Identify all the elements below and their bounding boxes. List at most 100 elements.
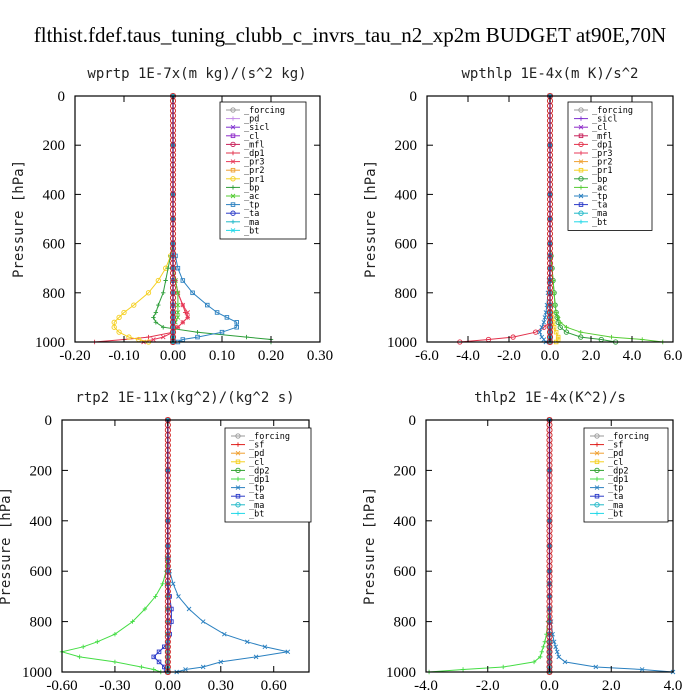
plot-frame (61, 419, 310, 673)
legend-label: _bp (592, 175, 607, 185)
legend-entry: _tp (226, 201, 259, 211)
data-point (139, 664, 144, 670)
data-point (163, 278, 168, 283)
series-line (113, 96, 174, 343)
legend-label: _dp2 (608, 466, 628, 476)
data-point (195, 329, 200, 335)
data-point (553, 644, 558, 650)
legend-entry: _ta (590, 492, 623, 502)
data-point (224, 315, 230, 320)
data-point (554, 649, 560, 655)
legend-entry: _pd (590, 449, 623, 459)
legend-marker (594, 459, 600, 465)
data-point (190, 290, 195, 296)
legend-entry: _sf (231, 441, 264, 451)
data-point (205, 302, 210, 308)
data-point (146, 334, 151, 340)
legend-label: _forcing (608, 432, 649, 442)
legend-label: _pr1 (592, 166, 612, 176)
data-point (156, 659, 162, 665)
data-point (180, 337, 186, 342)
legend-label: _ma (592, 209, 607, 219)
legend-label: _pd (608, 449, 623, 459)
zero-profile (546, 92, 554, 346)
data-point (160, 334, 166, 340)
x-tick-label: 0.30 (208, 678, 234, 694)
series-dp1 (457, 93, 553, 345)
legend-marker (578, 124, 584, 130)
legend-marker (578, 185, 584, 190)
legend-entry: _ma (231, 501, 264, 511)
data-point (145, 290, 152, 296)
legend-marker (235, 485, 241, 490)
data-point (185, 310, 191, 315)
legend-entry: _dp1 (226, 149, 264, 159)
legend-label: _cl (249, 458, 264, 468)
legend-marker (594, 493, 600, 499)
legend-marker (578, 141, 584, 148)
x-tick-label: 0.0 (540, 678, 559, 694)
legend-marker (230, 202, 236, 207)
data-point (553, 329, 559, 335)
y-tick-label: 1000 (22, 665, 52, 681)
data-point (183, 667, 188, 672)
data-point (160, 581, 165, 586)
legend-entry: _ta (231, 492, 264, 502)
legend-marker (594, 485, 600, 490)
legend-marker (230, 176, 236, 182)
legend-entry: _ma (226, 218, 259, 228)
legend-marker (235, 459, 241, 465)
data-point (460, 667, 466, 672)
legend-label: _pd (249, 449, 264, 459)
legend-entry: _pr1 (226, 175, 264, 185)
legend-marker (230, 141, 236, 148)
y-tick-label: 600 (43, 237, 66, 253)
legend-entry: _forcing (590, 432, 649, 442)
legend-marker (594, 502, 600, 508)
data-point (543, 310, 549, 315)
data-point (180, 302, 186, 308)
chart-panel-1: wprtp 1E-7x(m kg)/(s^2 kg) Pressure [hPa]… (11, 66, 333, 364)
legend-entry: _cl (574, 123, 607, 133)
legend-label: _cl (592, 123, 607, 133)
legend-label: _pr2 (592, 158, 612, 168)
legend-label: _ta (244, 209, 259, 219)
legend-label: _forcing (244, 106, 285, 116)
data-point (214, 310, 220, 315)
x-tick-label: 4.0 (623, 348, 642, 364)
series-dp1 (59, 417, 171, 675)
data-point (155, 277, 161, 284)
legend-entry: _forcing (226, 106, 285, 116)
x-tick-label: -0.10 (108, 348, 139, 364)
data-point (640, 337, 645, 342)
legend-entry: _cl (226, 132, 259, 142)
y-tick-label: 800 (395, 286, 418, 302)
data-point (234, 320, 239, 325)
y-tick-label: 600 (395, 237, 418, 253)
data-point (116, 329, 122, 335)
legend: _forcing_sicl_cl_mfl_dp1_pr3_pr2_pr1_bp_… (567, 101, 653, 231)
data-point (555, 334, 561, 340)
x-tick-label: 4.0 (664, 678, 683, 694)
legend-box (224, 427, 312, 523)
data-point (541, 320, 547, 325)
y-tick-label: 1000 (386, 665, 416, 681)
legend-entry: _tp (590, 484, 623, 494)
legend-marker (230, 116, 236, 121)
zero-profile (546, 416, 553, 676)
data-point (175, 310, 181, 315)
data-point (244, 639, 250, 645)
data-point (185, 315, 191, 320)
x-tick-label: -0.20 (59, 348, 90, 364)
data-point (200, 664, 206, 670)
legend-label: _bp (244, 183, 259, 193)
legend-entry: _bt (590, 509, 623, 519)
y-axis-label: Pressure [hPa] (11, 160, 27, 278)
legend-entry: _cl (231, 458, 264, 468)
legend-label: _pd (244, 115, 259, 125)
data-point (180, 320, 186, 325)
data-point (111, 324, 117, 330)
legend-marker (235, 476, 241, 482)
legend-entry: _forcing (574, 106, 633, 116)
legend-entry: _dp2 (590, 466, 628, 476)
